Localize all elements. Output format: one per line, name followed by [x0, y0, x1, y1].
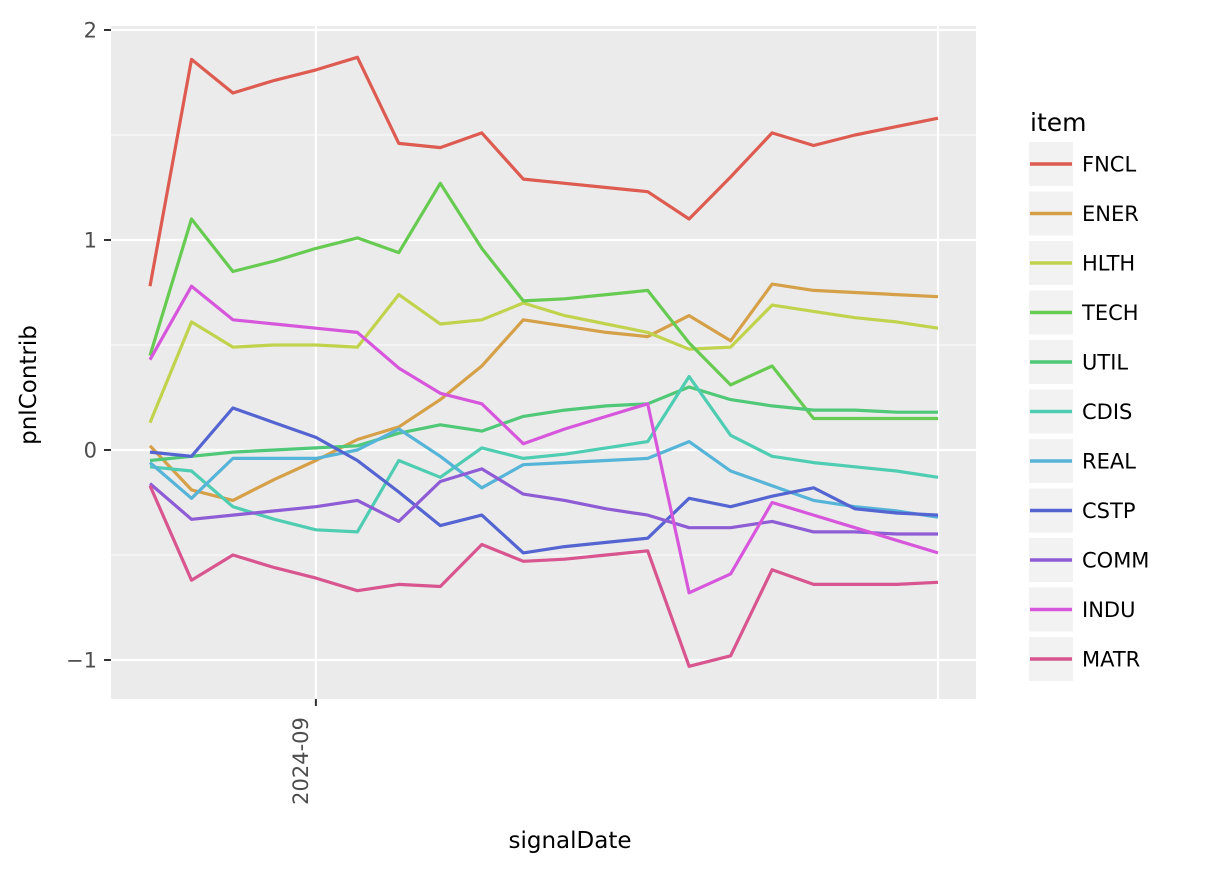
plot-panel: [111, 26, 976, 699]
legend-label-fncl: FNCL: [1082, 153, 1136, 177]
series-line-cstp: [149, 406, 939, 555]
series-line-ener: [148, 282, 939, 502]
y-tick-label: −1: [66, 649, 97, 673]
y-tick-label: 2: [84, 19, 97, 43]
series-line-indu: [148, 284, 939, 595]
y-tick-label: 1: [84, 229, 97, 253]
series-line-real: [148, 427, 939, 519]
legend-label-util: UTIL: [1082, 351, 1128, 375]
legend-label-ener: ENER: [1082, 202, 1139, 226]
legend-label-real: REAL: [1082, 450, 1136, 474]
legend-label-tech: TECH: [1081, 301, 1139, 325]
series-line-fncl: [148, 55, 939, 287]
series-line-hlth: [148, 293, 939, 424]
x-axis-title: signalDate: [508, 828, 631, 854]
series-line-cdis: [149, 374, 939, 534]
legend-label-matr: MATR: [1082, 648, 1140, 672]
series-line-comm: [148, 467, 938, 536]
legend-label-comm: COMM: [1082, 549, 1149, 573]
legend-label-cstp: CSTP: [1082, 499, 1135, 523]
series-line-util: [149, 385, 938, 463]
legend-label-hlth: HLTH: [1082, 252, 1135, 276]
y-axis-title: pnlContrib: [16, 325, 42, 445]
x-tick-label: 2024-09: [289, 717, 313, 805]
legend-label-indu: INDU: [1082, 598, 1135, 622]
y-tick-label: 0: [84, 439, 97, 463]
legend-label-cdis: CDIS: [1082, 400, 1132, 424]
legend-title: item: [1030, 108, 1086, 137]
series-line-matr: [148, 485, 939, 668]
